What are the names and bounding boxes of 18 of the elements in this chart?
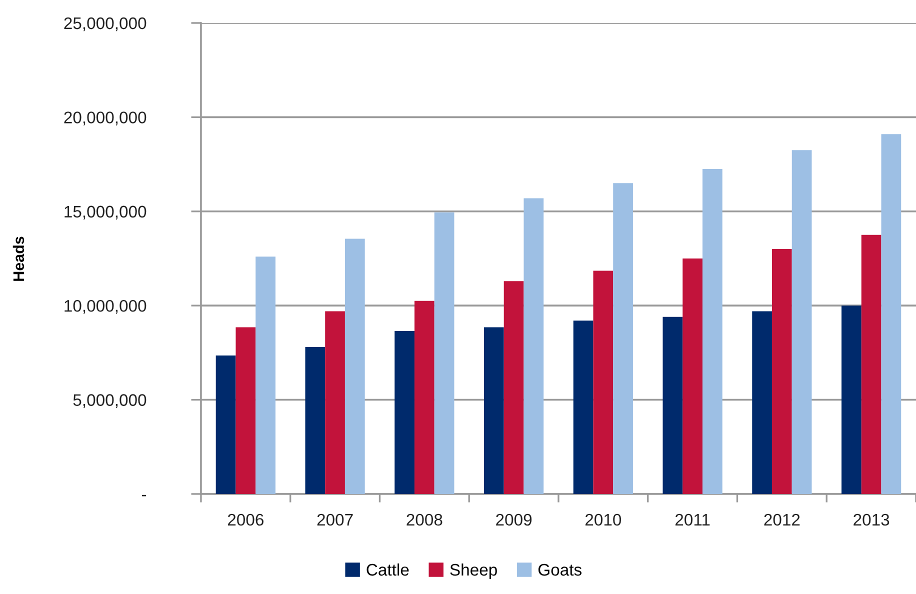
x-tick-label: 2007 (317, 514, 353, 526)
x-tick-label: 2012 (764, 514, 800, 526)
x-tick-label: 2006 (228, 514, 264, 526)
y-axis-title: Heads (12, 236, 24, 281)
y-tick-label: 10,000,000 (64, 300, 146, 314)
legend-label: Goats (538, 564, 582, 576)
x-tick-label: 2009 (496, 514, 532, 526)
y-tick-label: 5,000,000 (73, 394, 146, 408)
y-tick-label: 25,000,000 (64, 17, 146, 32)
x-tick-label: 2010 (585, 514, 622, 526)
y-tick-label: 20,000,000 (64, 112, 146, 126)
legend-label: Sheep (450, 563, 497, 579)
x-tick-label: 2013 (854, 514, 890, 526)
y-tick-label: 15,000,000 (64, 206, 146, 220)
x-tick-label: 2008 (406, 514, 442, 526)
legend-label: Cattle (366, 563, 409, 576)
y-tick-label: - (142, 494, 146, 496)
x-tick-label: 2011 (675, 514, 710, 526)
